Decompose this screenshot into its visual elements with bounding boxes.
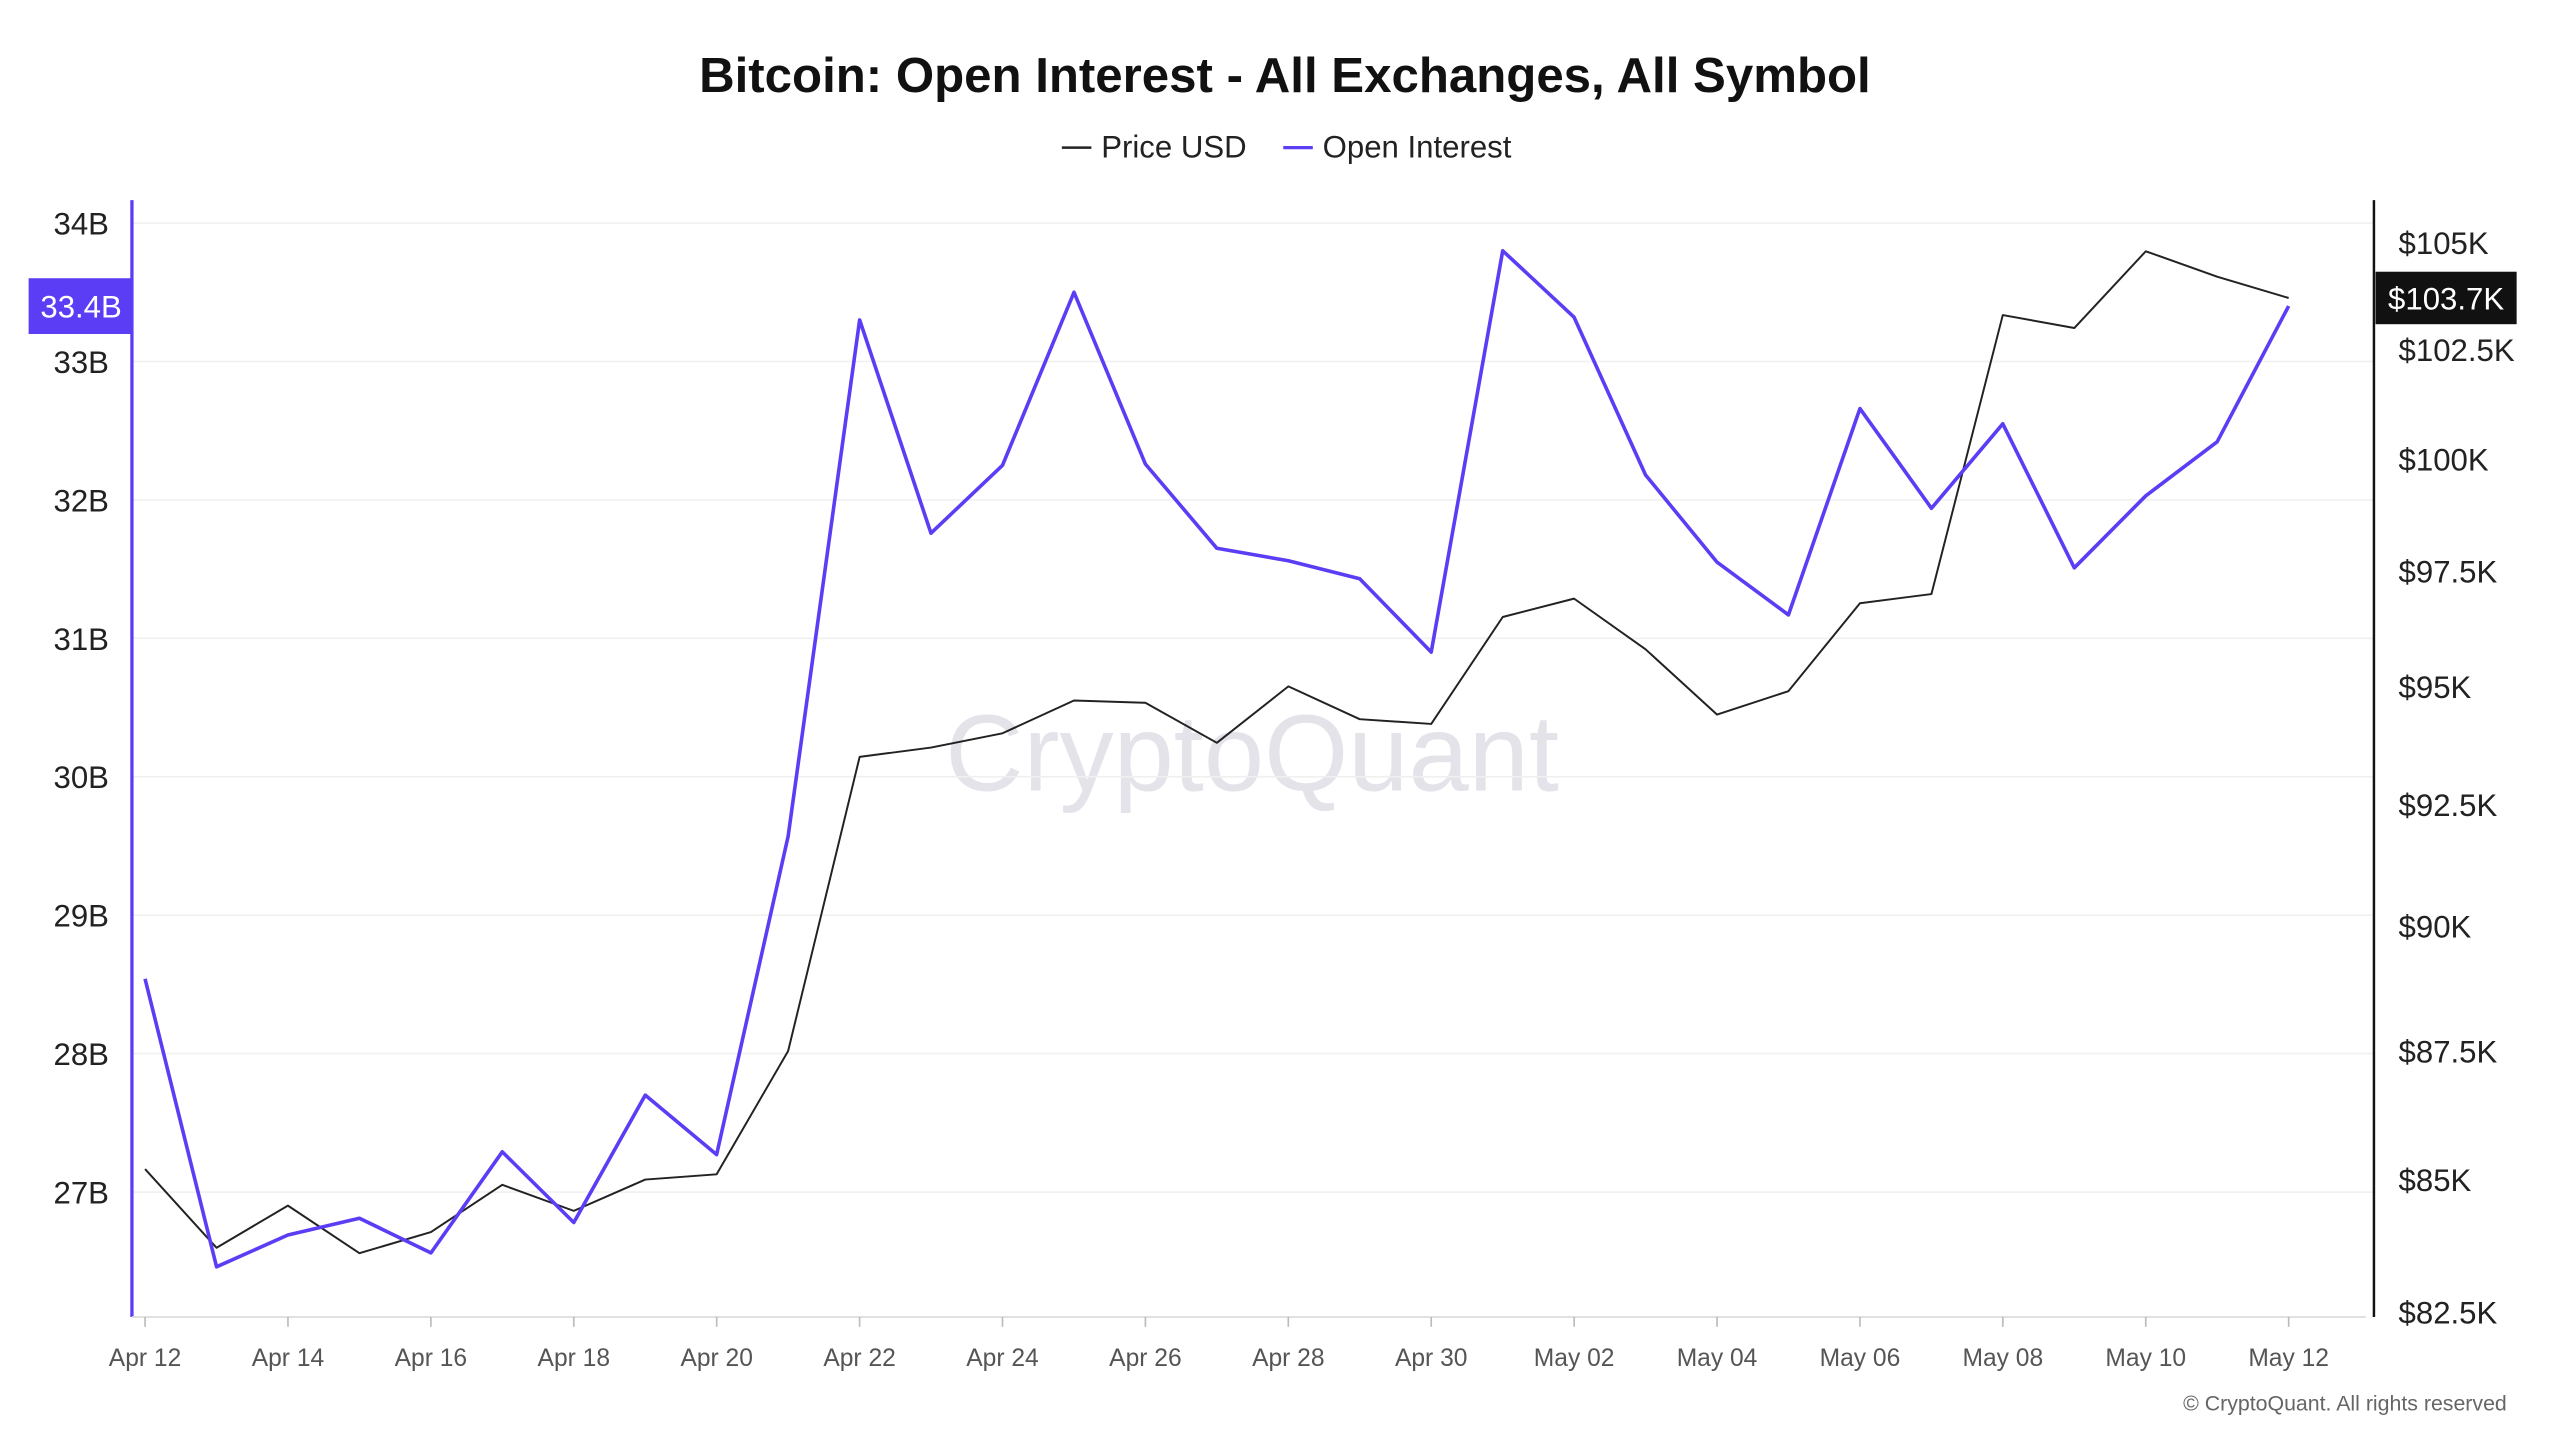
x-tick-label: Apr 14 — [252, 1345, 324, 1372]
copyright: © CryptoQuant. All rights reserved — [2183, 1391, 2507, 1415]
x-tick-label: May 10 — [2105, 1345, 2186, 1372]
legend-price-label[interactable]: Price USD — [1101, 129, 1246, 164]
right-tick-label: $105K — [2399, 226, 2489, 261]
current-oi-label: 33.4B — [40, 290, 121, 325]
right-tick-label: $100K — [2399, 443, 2489, 478]
x-tick-label: Apr 20 — [680, 1345, 752, 1372]
right-tick-label: $85K — [2399, 1163, 2472, 1198]
current-price-label: $103.7K — [2388, 281, 2504, 316]
gridlines — [131, 222, 2374, 1193]
left-tick-label: 32B — [54, 483, 109, 518]
right-tick-label: $102.5K — [2399, 333, 2515, 368]
series-lines — [143, 248, 2291, 1269]
right-tick-label: $95K — [2399, 670, 2472, 705]
right-tick-label: $82.5K — [2399, 1295, 2498, 1330]
x-tick-label: Apr 30 — [1395, 1345, 1467, 1372]
x-tick-label: May 02 — [1534, 1345, 1615, 1372]
watermark: CryptoQuant — [945, 693, 1559, 814]
left-tick-label: 29B — [54, 899, 109, 934]
left-tick-label: 34B — [54, 207, 109, 242]
x-tick-label: Apr 12 — [109, 1345, 181, 1372]
price-usd-line — [144, 250, 2289, 1255]
right-tick-label: $90K — [2399, 910, 2472, 945]
left-tick-label: 33B — [54, 345, 109, 380]
x-tick-label: May 06 — [1820, 1345, 1901, 1372]
left-tick-label: 27B — [54, 1175, 109, 1210]
current-oi-badge — [28, 278, 132, 334]
current-price-badge — [2375, 271, 2517, 325]
right-tick-label: $87.5K — [2399, 1034, 2498, 1069]
open-interest-line — [143, 248, 2291, 1269]
left-tick-label: 28B — [54, 1037, 109, 1072]
x-tick-label: May 08 — [1963, 1345, 2044, 1372]
x-tick-label: May 04 — [1677, 1345, 1758, 1372]
left-tick-label: 30B — [54, 760, 109, 795]
chart-title: Bitcoin: Open Interest - All Exchanges, … — [699, 48, 1871, 103]
legend-oi-label[interactable]: Open Interest — [1323, 129, 1512, 164]
right-tick-label: $97.5K — [2399, 555, 2498, 590]
x-tick-label: Apr 18 — [538, 1345, 610, 1372]
x-tick-label: May 12 — [2248, 1345, 2329, 1372]
legend: Price USD Open Interest — [1061, 129, 1512, 164]
x-tick-label: Apr 28 — [1252, 1345, 1324, 1372]
axes — [130, 200, 2376, 1327]
right-tick-label: $92.5K — [2399, 788, 2498, 823]
x-tick-label: Apr 22 — [823, 1345, 895, 1372]
tick-labels: 27B 28B 29B 30B 31B 32B 33B 34B $82.5K $85K $87.5K… — [28, 207, 2517, 1372]
x-tick-label: Apr 24 — [966, 1345, 1038, 1372]
x-tick-label: Apr 16 — [395, 1345, 467, 1372]
left-tick-label: 31B — [54, 622, 109, 657]
x-tick-label: Apr 26 — [1109, 1345, 1181, 1372]
